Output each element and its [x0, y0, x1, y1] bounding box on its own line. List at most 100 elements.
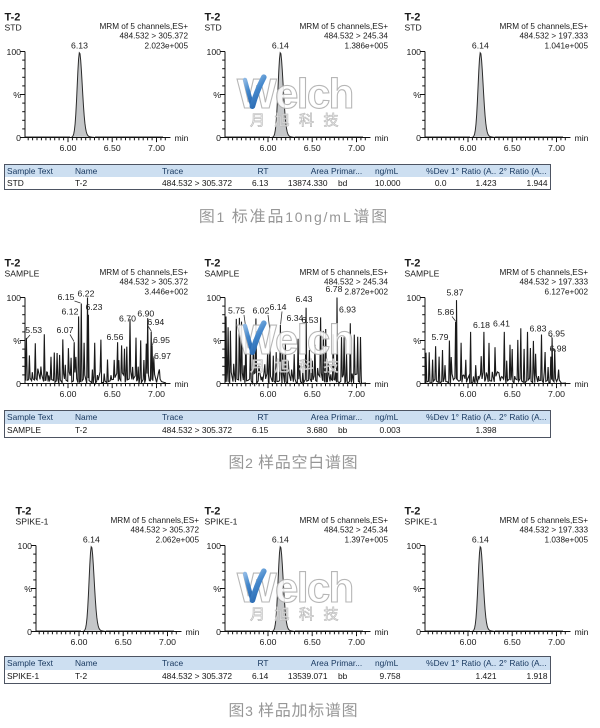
- svg-text:6.50: 6.50: [504, 637, 521, 647]
- svg-text:2: 2: [245, 455, 253, 471]
- svg-text:1.386e+005: 1.386e+005: [345, 41, 389, 50]
- svg-text:SAMPLE: SAMPLE: [5, 269, 40, 279]
- svg-text:6.50: 6.50: [304, 637, 321, 647]
- svg-text:min: min: [575, 133, 589, 143]
- svg-text:6.56: 6.56: [107, 332, 124, 342]
- svg-text:%: %: [13, 90, 21, 100]
- svg-text:1.397e+005: 1.397e+005: [345, 535, 389, 544]
- svg-text:6.00: 6.00: [60, 143, 77, 153]
- svg-text:%: %: [213, 336, 221, 346]
- svg-text:6.00: 6.00: [260, 389, 277, 399]
- svg-text:1.038e+005: 1.038e+005: [545, 535, 589, 544]
- svg-text:6.14: 6.14: [270, 302, 287, 312]
- svg-text:0: 0: [416, 627, 421, 637]
- svg-text:min: min: [375, 379, 389, 389]
- svg-text:100: 100: [207, 541, 222, 551]
- svg-text:T-2: T-2: [405, 12, 421, 24]
- svg-text:6.53: 6.53: [302, 315, 319, 325]
- svg-text:7.00: 7.00: [348, 637, 365, 647]
- svg-text:100: 100: [407, 293, 422, 303]
- svg-text:MRM of 5 channels,ES+: MRM of 5 channels,ES+: [299, 268, 388, 277]
- svg-text:7.00: 7.00: [148, 389, 165, 399]
- svg-text:T-2: T-2: [205, 12, 221, 24]
- svg-text:3.446e+002: 3.446e+002: [145, 287, 189, 296]
- svg-text:6.14: 6.14: [472, 41, 489, 51]
- svg-text:2.023e+005: 2.023e+005: [145, 41, 189, 50]
- svg-text:T-2: T-2: [405, 258, 421, 270]
- svg-text:T-2: T-2: [5, 258, 21, 270]
- svg-text:484.532 > 245.34: 484.532 > 245.34: [324, 526, 388, 535]
- svg-text:6.14: 6.14: [272, 535, 289, 545]
- svg-text:MRM of 5 channels,ES+: MRM of 5 channels,ES+: [299, 22, 388, 31]
- svg-text:%: %: [24, 584, 32, 594]
- svg-text:%: %: [413, 336, 421, 346]
- svg-text:6.97: 6.97: [154, 351, 171, 361]
- svg-text:6.83: 6.83: [530, 324, 547, 334]
- svg-text:6.00: 6.00: [460, 637, 477, 647]
- svg-text:6.90: 6.90: [137, 309, 154, 319]
- svg-text:484.532 > 305.372: 484.532 > 305.372: [119, 278, 188, 287]
- svg-text:/: /: [324, 209, 328, 225]
- svg-text:6.50: 6.50: [504, 389, 521, 399]
- svg-text:min: min: [575, 627, 589, 637]
- svg-text:SPIKE-1: SPIKE-1: [405, 517, 438, 527]
- svg-text:6.00: 6.00: [460, 143, 477, 153]
- svg-text:n: n: [304, 209, 312, 225]
- svg-text:7.00: 7.00: [548, 389, 565, 399]
- svg-text:T-2: T-2: [205, 258, 221, 270]
- svg-text:0: 0: [216, 133, 221, 143]
- svg-text:6.14: 6.14: [83, 535, 100, 545]
- svg-text:0: 0: [416, 379, 421, 389]
- svg-text:484.532 > 305.372: 484.532 > 305.372: [130, 526, 199, 535]
- svg-text:6.95: 6.95: [548, 329, 565, 339]
- svg-text:7.00: 7.00: [348, 389, 365, 399]
- svg-text:7.00: 7.00: [548, 637, 565, 647]
- svg-text:6.95: 6.95: [153, 335, 170, 345]
- svg-text:6.00: 6.00: [460, 389, 477, 399]
- svg-text:6.13: 6.13: [71, 41, 88, 51]
- svg-text:6.23: 6.23: [86, 302, 103, 312]
- svg-text:484.532 > 305.372: 484.532 > 305.372: [119, 32, 188, 41]
- svg-text:6.00: 6.00: [71, 637, 88, 647]
- svg-text:min: min: [375, 133, 389, 143]
- svg-text:T-2: T-2: [205, 506, 221, 518]
- svg-text:%: %: [413, 584, 421, 594]
- svg-text:6.127e+002: 6.127e+002: [545, 287, 589, 296]
- svg-text:6.50: 6.50: [104, 143, 121, 153]
- svg-text:7.00: 7.00: [548, 143, 565, 153]
- svg-text:MRM of 5 channels,ES+: MRM of 5 channels,ES+: [99, 22, 188, 31]
- svg-text:6.78: 6.78: [326, 284, 343, 294]
- svg-text:7.00: 7.00: [159, 637, 176, 647]
- svg-text:6.18: 6.18: [473, 320, 490, 330]
- svg-text:%: %: [13, 336, 21, 346]
- svg-text:0: 0: [295, 209, 303, 225]
- svg-text:6.00: 6.00: [260, 637, 277, 647]
- svg-text:100: 100: [207, 47, 222, 57]
- svg-text:6.50: 6.50: [304, 143, 321, 153]
- svg-text:484.532 > 197.333: 484.532 > 197.333: [519, 32, 588, 41]
- svg-text:5.75: 5.75: [228, 306, 245, 316]
- svg-text:min: min: [175, 133, 189, 143]
- svg-text:484.532 > 245.34: 484.532 > 245.34: [324, 32, 388, 41]
- svg-text:484.532 > 245.34: 484.532 > 245.34: [324, 278, 388, 287]
- svg-text:100: 100: [18, 541, 33, 551]
- svg-text:min: min: [375, 627, 389, 637]
- svg-text:%: %: [213, 584, 221, 594]
- svg-text:6.50: 6.50: [504, 143, 521, 153]
- svg-text:6.50: 6.50: [104, 389, 121, 399]
- svg-text:6.50: 6.50: [115, 637, 132, 647]
- svg-text:6.00: 6.00: [260, 143, 277, 153]
- svg-text:MRM of 5 channels,ES+: MRM of 5 channels,ES+: [499, 268, 588, 277]
- svg-text:g: g: [314, 209, 322, 225]
- svg-text:100: 100: [7, 293, 22, 303]
- svg-text:SPIKE-1: SPIKE-1: [205, 517, 238, 527]
- svg-text:SAMPLE: SAMPLE: [405, 269, 440, 279]
- svg-text:6.22: 6.22: [78, 289, 95, 299]
- svg-text:MRM of 5 channels,ES+: MRM of 5 channels,ES+: [499, 516, 588, 525]
- svg-text:6.34: 6.34: [287, 313, 304, 323]
- svg-text:%: %: [213, 90, 221, 100]
- svg-text:STD: STD: [405, 23, 422, 33]
- svg-text:%: %: [413, 90, 421, 100]
- svg-text:6.00: 6.00: [60, 389, 77, 399]
- svg-text:6.07: 6.07: [57, 325, 74, 335]
